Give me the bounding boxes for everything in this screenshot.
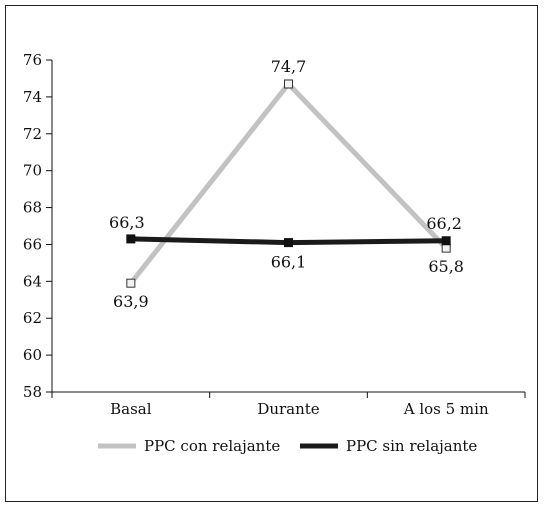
data-point: [126, 234, 136, 244]
y-tick-label: 72: [23, 125, 42, 143]
data-point: [126, 278, 136, 288]
chart-frame: [5, 5, 538, 502]
data-labels: 63,9 74,7 65,8 66,3 66,1 66,2: [109, 57, 464, 311]
data-point: [441, 236, 451, 246]
data-label: 74,7: [271, 57, 307, 76]
y-tick-label: 70: [23, 162, 42, 180]
data-label: 63,9: [113, 292, 149, 311]
data-label: 66,1: [271, 253, 307, 272]
axes: 58 60 62 64 66 68 70 72 74 76 Basal Durante A los 5 …: [23, 51, 526, 418]
data-point: [441, 243, 451, 253]
data-label: 66,2: [426, 214, 462, 233]
x-tick-label: A los 5 min: [403, 400, 489, 418]
x-tick-label: Durante: [257, 400, 319, 418]
data-point: [284, 79, 293, 89]
y-tick-label: 58: [23, 383, 42, 401]
y-tick-label: 64: [23, 272, 42, 290]
y-tick-label: 68: [23, 199, 42, 217]
markers: [126, 79, 451, 288]
y-tick-label: 62: [23, 309, 42, 327]
legend-label: PPC con relajante: [144, 437, 280, 455]
data-point: [284, 238, 293, 248]
legend: PPC con relajante PPC sin relajante: [98, 437, 477, 455]
y-tick-label: 76: [23, 51, 42, 69]
y-tick-label: 66: [23, 235, 42, 253]
data-label: 66,3: [109, 213, 145, 232]
legend-label: PPC sin relajante: [346, 437, 477, 455]
y-tick-label: 74: [23, 88, 42, 106]
data-label: 65,8: [428, 257, 464, 276]
x-tick-label: Basal: [110, 400, 152, 418]
y-tick-label: 60: [23, 346, 42, 364]
